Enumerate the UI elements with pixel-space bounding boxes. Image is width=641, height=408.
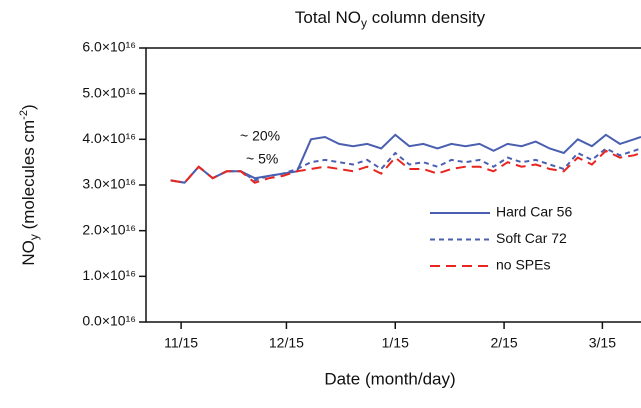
legend-label: Hard Car 56	[496, 204, 572, 220]
title-part: column density	[367, 8, 486, 27]
y-axis-label: NOy (molecules cm-2)	[18, 104, 41, 265]
ylabel-part: NO	[19, 240, 38, 266]
chart-title: Total NOy column density	[295, 8, 486, 30]
y-tick-label: 5.0×10¹⁶	[82, 84, 136, 100]
title-part: Total NO	[295, 8, 361, 27]
series-line	[170, 147, 641, 184]
y-tick-label: 2.0×10¹⁶	[82, 221, 136, 237]
x-tick-label: 1/15	[382, 335, 409, 351]
title-sub: y	[361, 16, 367, 30]
annotation: ~ 20%	[240, 128, 280, 144]
y-tick-label: 4.0×10¹⁶	[82, 130, 136, 146]
y-tick-label: 1.0×10¹⁶	[82, 267, 136, 283]
x-tick-label: 12/15	[269, 335, 304, 351]
x-tick-label: 2/15	[490, 335, 517, 351]
y-tick-label: 0.0×10¹⁶	[82, 313, 136, 329]
legend-label: no SPEs	[496, 257, 550, 273]
ylabel-sup: -2	[18, 110, 30, 120]
series-line	[170, 133, 641, 184]
annotation: ~ 5%	[246, 151, 278, 167]
x-tick-label: 11/15	[164, 335, 198, 351]
ylabel-sub: y	[27, 234, 41, 240]
ylabel-part: (molecules cm	[19, 120, 38, 234]
x-tick-label: 3/15	[589, 335, 616, 351]
series-line	[170, 149, 641, 184]
y-tick-label: 6.0×10¹⁶	[82, 39, 136, 55]
legend-label: Soft Car 72	[496, 230, 567, 246]
x-axis-label: Date (month/day)	[324, 369, 455, 388]
y-tick-label: 3.0×10¹⁶	[82, 176, 136, 192]
ylabel-part: )	[19, 104, 38, 110]
